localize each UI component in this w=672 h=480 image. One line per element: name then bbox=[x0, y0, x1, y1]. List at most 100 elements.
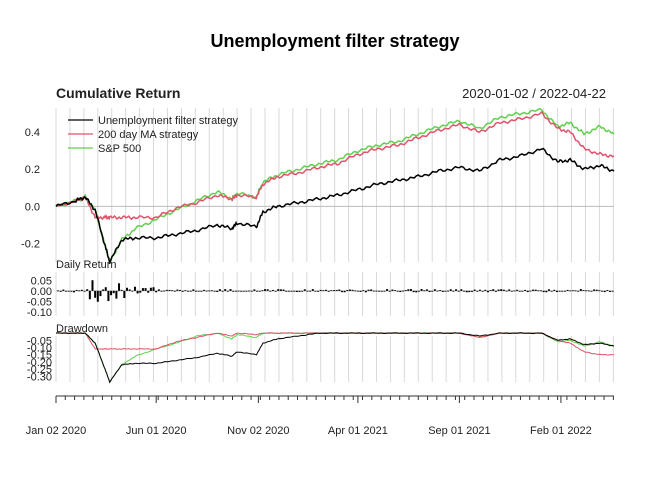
legend-label-ma: 200 day MA strategy bbox=[98, 129, 199, 141]
daily-return-bar bbox=[253, 289, 256, 291]
daily-return-bar bbox=[107, 290, 110, 302]
daily-return-bar bbox=[133, 286, 136, 291]
daily-return-bar bbox=[229, 289, 232, 291]
daily-return-bar bbox=[547, 289, 550, 291]
panel-daily-return-title: Daily Return bbox=[56, 259, 117, 271]
daily-return-bar bbox=[471, 290, 474, 292]
daily-return-bar bbox=[91, 280, 94, 291]
daily-return-bar bbox=[436, 290, 439, 292]
daily-return-bar bbox=[574, 290, 577, 292]
y-tick-label-drawdown: -0.15 bbox=[27, 350, 52, 362]
daily-return-bar bbox=[603, 290, 606, 293]
daily-return-bar bbox=[502, 289, 505, 291]
daily-return-bar bbox=[197, 290, 200, 292]
x-tick-label: Jun 01 2020 bbox=[126, 425, 187, 437]
daily-return-bar bbox=[70, 290, 73, 292]
daily-return-bar bbox=[372, 290, 375, 292]
x-tick-label: Sep 01 2021 bbox=[428, 425, 490, 437]
daily-return-bar bbox=[319, 289, 322, 291]
daily-return-bar bbox=[155, 290, 158, 293]
daily-return-bar bbox=[577, 290, 580, 292]
daily-return-bar bbox=[481, 290, 484, 292]
panel-drawdown-title: Drawdown bbox=[56, 323, 108, 335]
daily-return-bar bbox=[492, 289, 495, 291]
daily-return-bar bbox=[78, 290, 81, 292]
daily-return-bar bbox=[189, 290, 192, 292]
daily-return-bar bbox=[534, 289, 537, 291]
daily-return-bar bbox=[194, 290, 197, 292]
daily-return-bar bbox=[298, 290, 301, 292]
daily-return-bar bbox=[558, 290, 561, 292]
drawdown-series-layer bbox=[55, 332, 615, 384]
daily-return-bar bbox=[537, 290, 540, 292]
daily-return-bar bbox=[348, 289, 351, 291]
y-tick-label-daily: -0.05 bbox=[27, 296, 52, 308]
daily-return-bar bbox=[579, 289, 582, 291]
daily-return-bar bbox=[555, 290, 558, 292]
daily-return-bar bbox=[64, 290, 67, 292]
daily-return-bar bbox=[290, 290, 293, 292]
daily-return-bar bbox=[311, 289, 314, 291]
series-unemployment-line bbox=[55, 147, 615, 264]
daily-return-bar bbox=[192, 289, 195, 291]
daily-return-bar bbox=[521, 290, 524, 292]
daily-return-bar bbox=[370, 289, 373, 291]
daily-return-bar bbox=[561, 290, 564, 292]
daily-return-bar bbox=[545, 290, 548, 293]
daily-return-bar bbox=[282, 289, 285, 291]
daily-return-bar bbox=[524, 289, 527, 291]
daily-return-bar bbox=[468, 290, 471, 293]
daily-return-bar bbox=[428, 290, 431, 293]
daily-return-bar bbox=[409, 289, 412, 291]
daily-return-bar bbox=[285, 290, 288, 292]
daily-return-bar bbox=[415, 290, 418, 293]
daily-return-bar bbox=[213, 290, 216, 292]
daily-return-bar bbox=[264, 289, 267, 291]
daily-return-bar bbox=[163, 290, 166, 292]
daily-return-bar bbox=[306, 290, 309, 292]
daily-return-bar bbox=[157, 289, 160, 291]
daily-return-bar bbox=[96, 290, 99, 302]
daily-return-bar bbox=[402, 290, 405, 292]
daily-return-bar bbox=[500, 289, 503, 291]
daily-return-bar bbox=[256, 290, 259, 292]
daily-return-bar bbox=[346, 289, 349, 291]
daily-return-bar bbox=[550, 290, 553, 292]
daily-return-bar bbox=[56, 290, 59, 292]
daily-return-bar bbox=[455, 289, 458, 291]
daily-return-bar bbox=[232, 290, 235, 292]
daily-return-bar bbox=[386, 289, 389, 291]
daily-return-bar bbox=[261, 290, 264, 292]
daily-return-bar bbox=[221, 290, 224, 292]
daily-return-bar bbox=[224, 289, 227, 291]
daily-return-bar bbox=[441, 290, 444, 292]
daily-return-bar bbox=[571, 290, 574, 292]
daily-return-bar bbox=[412, 290, 415, 293]
daily-return-bar bbox=[250, 290, 253, 292]
daily-return-bar bbox=[425, 289, 428, 291]
daily-return-bar bbox=[529, 290, 532, 292]
daily-return-bar bbox=[327, 290, 330, 292]
daily-return-bar bbox=[439, 290, 442, 291]
daily-return-bar bbox=[269, 290, 272, 292]
daily-return-bar bbox=[330, 290, 333, 292]
daily-return-bar bbox=[587, 290, 590, 292]
daily-return-bar bbox=[179, 289, 182, 291]
daily-return-bar bbox=[234, 290, 237, 292]
daily-return-bar bbox=[494, 290, 497, 292]
daily-return-bar bbox=[431, 290, 434, 292]
daily-return-bar bbox=[513, 290, 516, 292]
daily-return-bar bbox=[99, 290, 102, 297]
daily-return-bar bbox=[75, 289, 78, 291]
daily-return-bars bbox=[56, 280, 614, 302]
daily-return-bar bbox=[200, 290, 203, 292]
daily-return-bar bbox=[356, 290, 359, 292]
x-tick-label: Feb 01 2022 bbox=[530, 425, 592, 437]
daily-return-bar bbox=[218, 289, 221, 291]
x-tick-label: Apr 01 2021 bbox=[328, 425, 388, 437]
y-tick-label-daily: -0.10 bbox=[27, 307, 52, 319]
daily-return-bar bbox=[593, 289, 596, 291]
x-tick-label: Nov 02 2020 bbox=[227, 425, 289, 437]
daily-return-bar bbox=[165, 289, 168, 291]
y-tick-label-daily: 0.05 bbox=[31, 275, 52, 287]
